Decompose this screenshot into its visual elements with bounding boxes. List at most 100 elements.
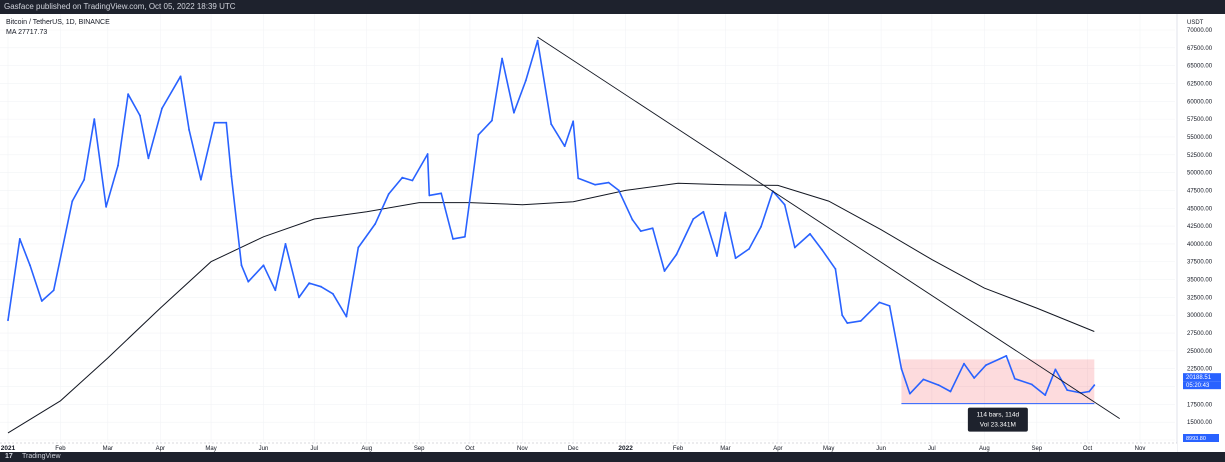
range-tooltip-volume: Vol 23.341M (980, 422, 1016, 429)
price-point (577, 177, 580, 180)
price-point (161, 107, 163, 110)
price-point (724, 211, 727, 214)
plot-background (0, 14, 1225, 452)
axis-min-label: 8993.80 (1186, 436, 1206, 442)
price-tick-label: 35000.00 (1187, 278, 1213, 284)
price-point (888, 305, 891, 307)
price-point (40, 300, 43, 302)
price-point (105, 205, 108, 208)
price-point (331, 292, 334, 295)
price-point (199, 178, 202, 181)
time-tick-label: Nov (1135, 446, 1146, 452)
time-tick-label: Oct (465, 446, 475, 452)
price-point (117, 164, 119, 167)
downtrend-line (537, 36, 1120, 419)
price-point (127, 93, 130, 96)
price-point (491, 119, 493, 122)
footer-brand: TradingView (22, 453, 61, 460)
price-point (1013, 377, 1016, 380)
time-tick-label: Jun (876, 446, 886, 452)
time-axis[interactable]: 2021 Feb Mar Apr May Jun Jul Aug Sep Oct Nov Dec 202… (0, 442, 1177, 452)
price-point (639, 230, 642, 232)
price-tick-label: 30000.00 (1187, 313, 1213, 319)
price-point (846, 322, 849, 324)
price-point (147, 157, 150, 160)
time-tick-label: Nov (517, 446, 528, 452)
price-point (357, 246, 360, 249)
price-tick-label: 67500.00 (1187, 46, 1213, 52)
price-tick-label: 47500.00 (1187, 188, 1213, 194)
price-point (1066, 389, 1069, 391)
price-point (240, 264, 243, 267)
price-point (411, 179, 414, 182)
publish-header: Gasface published on TradingView.com, Oc… (0, 0, 1225, 14)
price-tick-label: 17500.00 (1187, 402, 1213, 408)
price-point (536, 39, 539, 42)
ma-value: 27717.73 (18, 29, 48, 36)
time-tick-label: May (205, 446, 216, 452)
price-point (426, 153, 429, 155)
price-point (230, 175, 233, 178)
price-point (18, 238, 21, 240)
price-tick-label: 27500.00 (1187, 331, 1213, 337)
price-tick-label: 55000.00 (1187, 135, 1213, 141)
price-point (93, 118, 96, 121)
price-point (1030, 383, 1033, 386)
currency-label: USDT (1187, 20, 1204, 26)
price-point (783, 203, 786, 206)
time-tick-label: Feb (55, 446, 66, 452)
price-point (179, 75, 182, 78)
price-point (572, 120, 575, 123)
price-point (1054, 368, 1057, 371)
price-point (607, 181, 610, 184)
price-point (937, 384, 940, 386)
price-point (617, 189, 620, 192)
axis-min-badge (1183, 434, 1219, 442)
price-point (1044, 394, 1047, 396)
price-point (274, 289, 277, 292)
moving-average-group (7, 182, 1095, 434)
range-tooltip-bars: 114 bars, 114d (977, 412, 1020, 419)
price-tick-label: 45000.00 (1187, 206, 1213, 212)
price-point (878, 301, 881, 304)
price-point (922, 378, 925, 381)
price-point (702, 210, 705, 213)
chart-area[interactable]: USDT 70000.00 67500.00 65000.00 62500.00 6000… (0, 14, 1225, 452)
price-tick-label: 65000.00 (1187, 64, 1213, 70)
ma-label: MA (6, 29, 17, 36)
time-tick-label: Jun (259, 446, 269, 452)
price-tick-label: 37500.00 (1187, 260, 1213, 266)
price-point (501, 57, 503, 60)
trendline-group (537, 36, 1120, 419)
price-point (374, 223, 377, 225)
price-point (834, 267, 837, 270)
price-point (463, 235, 466, 238)
price-point (320, 285, 322, 288)
price-point (1093, 384, 1096, 387)
publish-text: Gasface published on TradingView.com, Oc… (4, 2, 236, 11)
grid-lines (0, 14, 1175, 443)
price-chart[interactable]: USDT 70000.00 67500.00 65000.00 62500.00 6000… (0, 14, 1225, 452)
time-tick-label: Dec (568, 446, 579, 452)
price-point (139, 114, 141, 117)
price-point (963, 362, 965, 365)
price-tick-label: 70000.00 (1187, 28, 1213, 34)
price-point (477, 133, 480, 136)
price-point (71, 200, 74, 203)
price-point (900, 367, 903, 370)
price-point (428, 194, 431, 197)
price-point (345, 315, 348, 318)
price-point (973, 377, 976, 379)
price-series-group (7, 39, 1096, 396)
time-tick-label: Sep (414, 446, 425, 452)
price-point (225, 121, 228, 124)
price-tick-label: 22500.00 (1187, 367, 1213, 373)
price-point (213, 121, 216, 124)
price-point (247, 280, 250, 283)
price-point (841, 314, 844, 317)
price-point (631, 218, 634, 221)
price-tick-label: 62500.00 (1187, 81, 1213, 87)
ma-line: MA 27717.73 (6, 28, 110, 38)
price-point (387, 193, 390, 195)
price-point (908, 392, 911, 395)
